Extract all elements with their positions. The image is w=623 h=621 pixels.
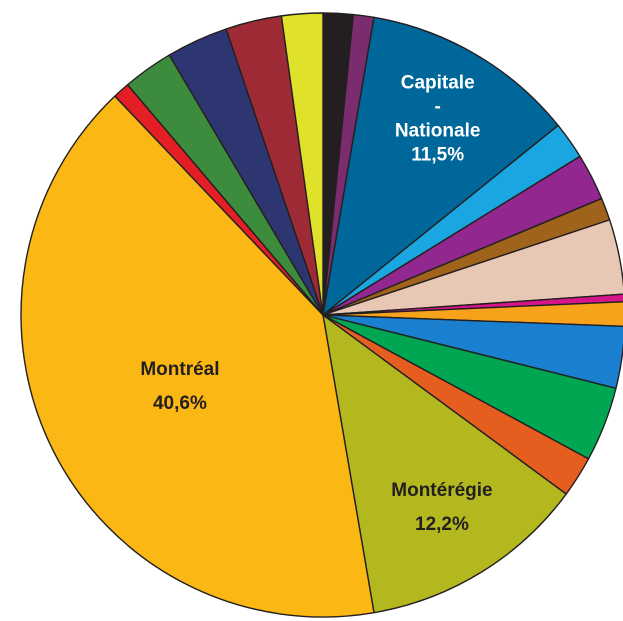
pie-slice — [322, 301, 623, 328]
slice-label: Montréal — [140, 359, 219, 380]
pie-slice — [322, 314, 567, 614]
pie-slice — [20, 95, 375, 618]
slice-label: Montérégie — [391, 480, 492, 501]
pie-slice — [322, 293, 623, 316]
slice-label: Capitale -Nationale — [395, 73, 481, 142]
slice-value-label: 12,2% — [415, 514, 469, 535]
pie-slice — [322, 16, 559, 316]
pie-slice — [280, 12, 324, 316]
pie-slice — [322, 219, 623, 316]
slice-value-label: 40,6% — [153, 393, 207, 414]
slice-value-label: 11,5% — [411, 145, 464, 166]
